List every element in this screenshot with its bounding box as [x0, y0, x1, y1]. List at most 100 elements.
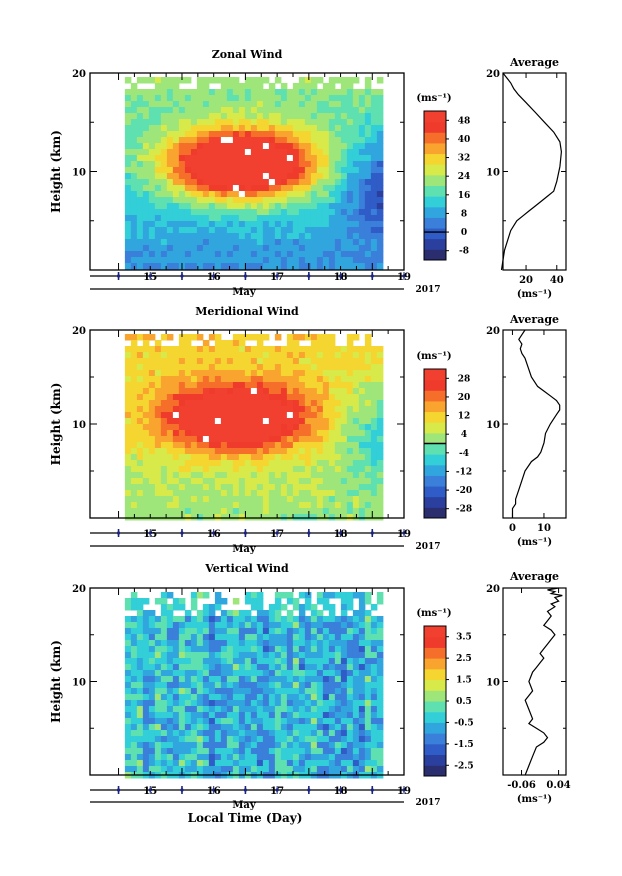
heatmap-cell [154, 263, 162, 270]
heatmap-cell [364, 514, 372, 521]
heatmap-cell [268, 646, 276, 653]
heatmap-cell [160, 496, 168, 503]
heatmap-cell [196, 424, 204, 431]
heatmap-cell [250, 436, 258, 443]
heatmap-cell [142, 460, 150, 467]
heatmap-cell [196, 730, 204, 737]
heatmap-cell [166, 652, 174, 659]
heatmap-cell [280, 658, 288, 665]
heatmap-cell [256, 628, 264, 635]
heatmap-cell [352, 203, 360, 210]
heatmap-cell [226, 394, 234, 401]
heatmap-cell [136, 640, 144, 647]
heatmap-cell [166, 694, 174, 701]
heatmap-cell [298, 155, 306, 162]
heatmap-cell [274, 346, 282, 353]
heatmap-cell [226, 101, 234, 108]
heatmap-cell [238, 137, 246, 144]
heatmap-cell [232, 185, 239, 191]
heatmap-cell [220, 688, 228, 695]
heatmap-cell [196, 646, 204, 653]
heatmap-cell [346, 203, 354, 210]
heatmap-cell [334, 394, 342, 401]
heatmap-cell [340, 149, 348, 156]
heatmap-cell [250, 658, 258, 665]
heatmap-cell [238, 430, 246, 437]
heatmap-cell [340, 742, 348, 749]
heatmap-cell [226, 340, 234, 347]
heatmap-cell [298, 394, 306, 401]
heatmap-cell [250, 83, 258, 90]
heatmap-cell [178, 496, 186, 503]
heatmap-cell [352, 400, 360, 407]
heatmap-cell [244, 257, 252, 264]
heatmap-cell [340, 634, 348, 641]
heatmap-cell [184, 472, 192, 479]
heatmap-cell [268, 107, 276, 114]
heatmap-cell [166, 334, 174, 341]
heatmap-cell [226, 221, 234, 228]
heatmap-cell [196, 227, 204, 234]
colorbar-tick-label: 24 [458, 172, 471, 182]
heatmap-cell [364, 724, 372, 731]
heatmap-cell [262, 179, 270, 186]
heatmap-cell [184, 610, 192, 617]
heatmap-cell [154, 730, 162, 737]
heatmap-cell [220, 460, 228, 467]
heatmap-cell [238, 95, 246, 102]
heatmap-cell [280, 766, 288, 773]
heatmap-cell [346, 742, 354, 749]
heatmap-cell [190, 508, 198, 515]
heatmap-cell [232, 436, 240, 443]
heatmap-cell [232, 167, 240, 174]
heatmap-cell [292, 197, 300, 204]
heatmap-cell [304, 640, 312, 647]
heatmap-cell [370, 382, 378, 389]
heatmap-cell [256, 191, 264, 198]
heatmap-cell [358, 688, 366, 695]
heatmap-cell [190, 227, 198, 234]
heatmap-cell [220, 167, 228, 174]
heatmap-cell [316, 766, 324, 773]
heatmap-cell [136, 652, 144, 659]
heatmap-cell [208, 334, 216, 341]
heatmap-cell [154, 466, 162, 473]
heatmap-cell [142, 496, 150, 503]
heatmap-cell [358, 412, 366, 419]
heatmap-cell [364, 454, 372, 461]
heatmap-cell [124, 227, 132, 234]
heatmap-cell [262, 227, 270, 234]
heatmap-cell [232, 119, 240, 126]
heatmap-cell [214, 424, 222, 431]
heatmap-cell [334, 688, 342, 695]
heatmap-cell [328, 107, 336, 114]
heatmap-cell [178, 209, 186, 216]
heatmap-cell [220, 352, 228, 359]
heatmap-cell [220, 442, 228, 449]
heatmap-cell [262, 652, 270, 659]
colorbar-segment [424, 121, 446, 133]
heatmap-cell [238, 143, 246, 150]
colorbar-segment [424, 701, 446, 713]
heatmap-cell [166, 245, 174, 252]
heatmap-cell [316, 670, 324, 677]
heatmap-cell [148, 364, 156, 371]
heatmap-cell [322, 700, 330, 707]
heatmap-cell [148, 215, 156, 222]
heatmap-cell [238, 412, 246, 419]
heatmap-cell [172, 95, 180, 102]
heatmap-cell [178, 185, 186, 192]
heatmap-cell [280, 628, 288, 635]
colorbar-segment [424, 132, 446, 144]
heatmap-cell [364, 125, 372, 132]
heatmap-cell [190, 334, 198, 341]
heatmap-cell [298, 161, 306, 168]
heatmap-cell [244, 107, 252, 114]
heatmap-cell [214, 664, 222, 671]
heatmap-cell [250, 245, 258, 252]
heatmap-cell [310, 245, 318, 252]
heatmap-cell [280, 466, 288, 473]
heatmap-cell [376, 388, 384, 395]
heatmap-cell [250, 149, 258, 156]
heatmap-cell [316, 502, 324, 509]
